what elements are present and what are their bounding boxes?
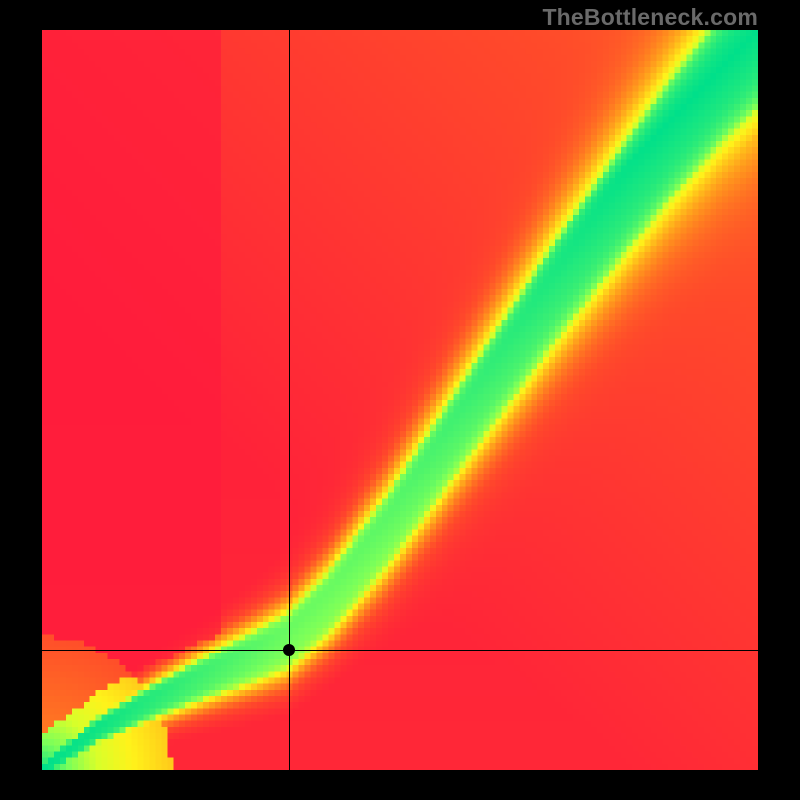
chart-frame: TheBottleneck.com (0, 0, 800, 800)
crosshair-vertical (289, 30, 290, 770)
plot-area (42, 30, 758, 770)
crosshair-horizontal (42, 650, 758, 651)
crosshair-marker (283, 644, 295, 656)
heatmap-canvas (42, 30, 758, 770)
watermark-text: TheBottleneck.com (542, 4, 758, 31)
